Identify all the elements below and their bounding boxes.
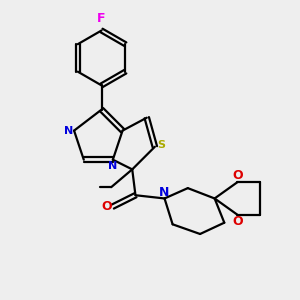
Text: O: O — [232, 169, 242, 182]
Text: N: N — [108, 160, 118, 170]
Text: S: S — [157, 140, 165, 150]
Text: N: N — [64, 126, 73, 136]
Text: O: O — [102, 200, 112, 213]
Text: F: F — [97, 12, 106, 25]
Text: N: N — [159, 186, 170, 199]
Text: O: O — [232, 215, 242, 228]
